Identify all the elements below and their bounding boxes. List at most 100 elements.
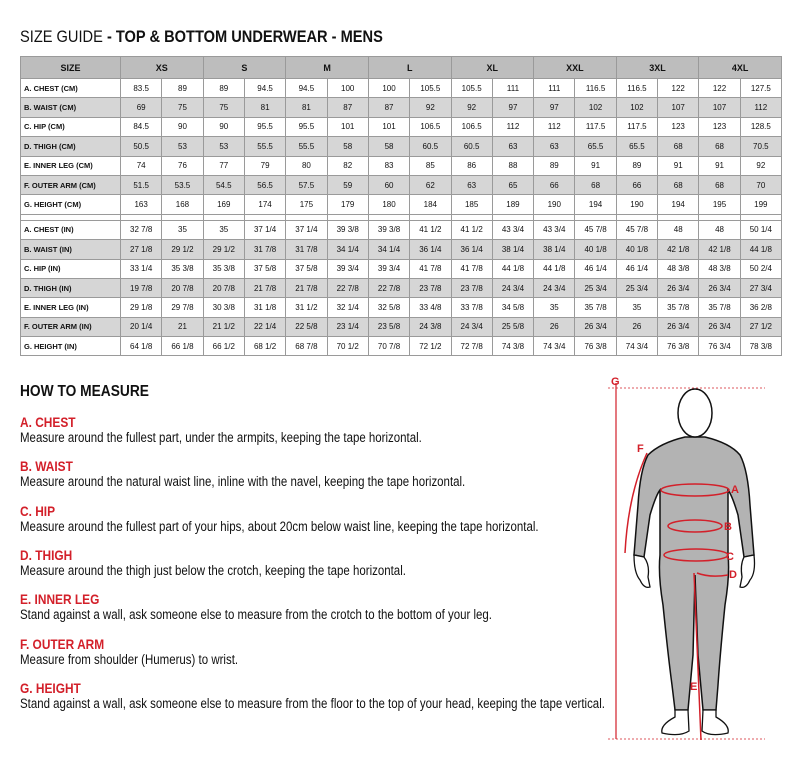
table-cell: 55.5 [285,136,328,157]
table-cell: 44 1/8 [739,239,783,260]
table-cell: 83 [367,155,411,176]
table-cell: 29 1/2 [202,239,245,260]
table-cell: 68 [698,174,741,196]
table-cell: 87 [367,97,411,118]
table-cell: 21 1/2 [202,316,245,338]
measure-description: Measure around the natural waist line, i… [20,474,466,490]
row-label: G. HEIGHT (IN) [20,336,121,357]
size-header-xl: XL [450,56,535,79]
table-row: B. WAIST (IN) 27 1/8 29 1/2 29 1/2 31 7/8 31 … [20,239,783,260]
table-cell: 68 [657,136,700,157]
left-foot [661,709,690,736]
table-cell: 40 1/8 [574,239,617,260]
table-cell: 89 [533,155,576,176]
measure-title: B. WAIST [20,458,73,475]
table-cell: 97 [491,97,535,118]
table-cell: 95.5 [243,116,287,138]
table-cell: 184 [409,194,452,215]
table-cell: 123 [698,116,741,138]
table-cell: 76 3/8 [574,336,617,357]
table-cell: 128.5 [739,116,783,138]
row-label: A. CHEST (IN) [20,219,121,241]
table-cell: 43 3/4 [491,219,535,241]
table-cell: 195 [698,194,741,215]
row-label: B. WAIST (IN) [20,239,121,260]
table-cell: 34 1/4 [326,239,369,260]
table-cell: 36 1/4 [409,239,452,260]
outer-arm-line [624,452,648,554]
table-cell: 55.5 [243,136,287,157]
table-cell: 102 [615,97,659,118]
table-cell: 27 3/4 [739,277,783,299]
table-cell: 37 5/8 [285,258,328,279]
table-cell: 45 7/8 [615,219,659,241]
row-label: D. THIGH (CM) [20,136,121,157]
table-cell: 190 [533,194,576,215]
table-cell: 60.5 [409,136,452,157]
table-cell: 26 3/4 [698,277,741,299]
chest-line [660,483,730,497]
table-cell: 40 1/8 [615,239,659,260]
table-cell: 76 3/8 [657,336,700,357]
measure-title: C. HIP [20,502,56,519]
table-cell: 68 [657,174,700,196]
table-cell: 24 3/4 [450,316,493,338]
table-row: D. THIGH (IN) 19 7/8 20 7/8 20 7/8 21 7/8 21 … [20,277,783,299]
table-cell: 50 2/4 [739,258,783,279]
table-cell: 111 [533,77,576,99]
table-cell: 20 1/4 [119,316,163,338]
table-cell: 76 [161,155,204,176]
page-title: SIZE GUIDE - TOP & BOTTOM UNDERWEAR - ME… [20,27,383,47]
table-cell: 39 3/8 [367,219,411,241]
table-cell: 35 [202,219,245,241]
table-cell: 21 7/8 [285,277,328,299]
table-cell: 122 [698,77,741,99]
table-cell: 35 7/8 [657,297,700,318]
table-cell: 100 [326,77,369,99]
table-cell: 80 [285,155,328,176]
table-cell: 20 7/8 [161,277,204,299]
table-cell: 22 1/4 [243,316,287,338]
table-cell: 127.5 [739,77,783,99]
table-cell: 117.5 [574,116,617,138]
table-cell: 89 [615,155,659,176]
table-cell: 24 3/8 [409,316,452,338]
table-cell: 45 7/8 [574,219,617,241]
measure-description: Measure around the fullest part of your … [20,518,539,534]
table-cell: 27 1/8 [119,239,163,260]
table-cell: 31 1/8 [243,297,287,318]
table-cell: 53 [202,136,245,157]
table-cell: 35 3/8 [202,258,245,279]
size-header-l: L [367,56,452,79]
table-row: F. OUTER ARM (CM) 51.5 53.5 54.5 56.5 57.5 59 6… [20,174,783,196]
table-cell: 69 [119,97,163,118]
table-cell: 44 1/8 [491,258,535,279]
table-cell: 35 7/8 [698,297,741,318]
table-cell: 48 3/8 [657,258,700,279]
label-e: E [690,681,697,693]
table-cell: 78 3/8 [739,336,783,357]
measure-description: Stand against a wall, ask someone else t… [20,607,493,623]
table-cell: 41 1/2 [409,219,452,241]
table-cell: 66 [533,174,576,196]
table-cell: 63 [491,136,535,157]
table-cell: 105.5 [450,77,493,99]
table-cell: 76 3/4 [698,336,741,357]
table-cell: 68 [574,174,617,196]
table-cell: 39 3/4 [326,258,369,279]
table-cell: 43 3/4 [533,219,576,241]
table-cell: 53.5 [161,174,204,196]
body-measure-figure: G F A B C D E [608,376,765,741]
table-cell: 29 1/8 [119,297,163,318]
table-cell: 35 7/8 [574,297,617,318]
table-cell: 101 [367,116,411,138]
measure-item: D. THIGH Measure around the thigh just be… [20,547,406,579]
table-row: B. WAIST (CM) 69 75 75 81 81 87 87 92 92 97 97 102 10… [20,97,783,118]
size-header-4xl: 4XL [698,56,782,79]
table-cell: 189 [491,194,535,215]
table-cell: 91 [574,155,617,176]
table-cell: 74 3/8 [491,336,535,357]
table-cell: 90 [202,116,245,138]
table-cell: 29 7/8 [161,297,204,318]
table-cell: 57.5 [285,174,328,196]
